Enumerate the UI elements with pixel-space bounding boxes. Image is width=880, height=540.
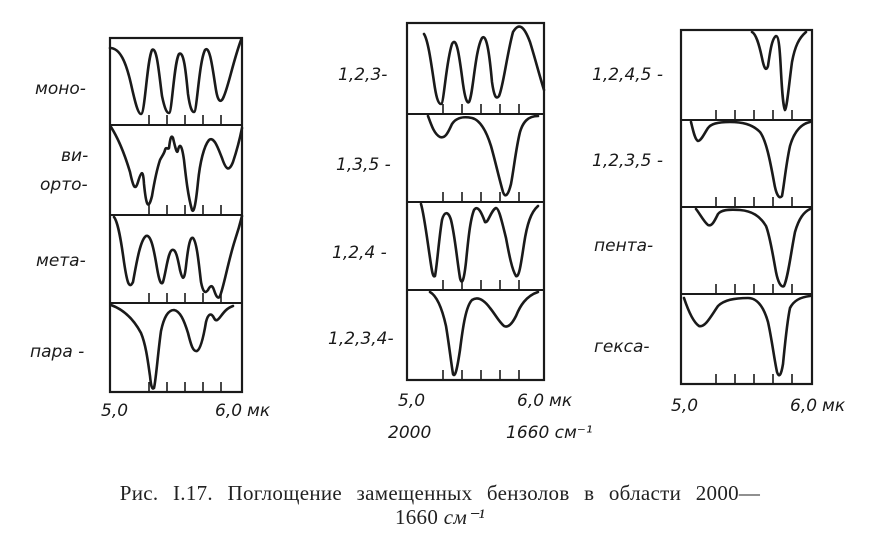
panel-1-ticks — [148, 115, 222, 392]
trace-1234 — [428, 290, 540, 377]
trace-para — [109, 303, 235, 390]
label-hexa: гекса- — [594, 337, 650, 357]
panel-3-x-start: 5,0 — [671, 396, 698, 416]
label-ortho: орто- — [40, 175, 88, 195]
panel-2-x-end: 6,0 — [517, 391, 544, 411]
label-1234: 1,2,3,4- — [328, 329, 394, 349]
caption-line-1: Рис. I.17. Поглощение замещенных бензоло… — [119, 481, 761, 505]
trace-124 — [419, 202, 540, 283]
panel-3-ticks — [715, 110, 793, 384]
trace-135 — [426, 114, 540, 197]
panel-1-x-start: 5,0 — [101, 401, 128, 421]
figure-caption: Рис. I.17. Поглощение замещенных бензоло… — [0, 481, 880, 506]
trace-mono — [108, 38, 243, 116]
label-vi: ви- — [61, 146, 88, 166]
panel-2-wavenumber-end: 1660 см⁻¹ — [506, 423, 593, 443]
panel-2: 1,2,3- 1,3,5 - 1,2,4 - 1,2,3,4- 5,0 6,0 … — [328, 21, 593, 443]
panel-2-ticks — [442, 104, 520, 380]
label-1235: 1,2,3,5 - — [592, 151, 663, 171]
panel-1-x-end: 6,0 — [215, 401, 242, 421]
caption-unit: см⁻¹ — [443, 505, 486, 529]
trace-1235 — [689, 120, 812, 199]
label-penta: пента- — [594, 236, 653, 256]
figure-caption-continued: 1660 см⁻¹ — [0, 505, 880, 530]
label-mono: моно- — [35, 79, 86, 99]
panel-2-wavenumber-start: 2000 — [388, 423, 431, 443]
label-124: 1,2,4 - — [332, 243, 387, 263]
panel-1: моно- ви- орто- мета- пара - 5,0 6,0 мк — [30, 36, 271, 421]
label-1245: 1,2,4,5 - — [592, 65, 663, 85]
panel-2-x-start: 5,0 — [398, 391, 425, 411]
label-123: 1,2,3- — [338, 65, 387, 85]
panel-3-x-end: 6,0 — [790, 396, 817, 416]
trace-meta — [112, 214, 244, 299]
trace-ortho — [109, 125, 244, 213]
trace-hexa — [682, 294, 812, 377]
label-meta: мета- — [36, 251, 86, 271]
trace-123 — [422, 25, 546, 106]
panel-3-x-unit: мк — [822, 396, 846, 416]
panel-2-x-unit: мк — [549, 391, 573, 411]
trace-penta — [694, 207, 812, 288]
caption-number: 1660 — [394, 505, 439, 529]
trace-1245 — [750, 30, 808, 112]
panel-1-x-unit: мк — [247, 401, 271, 421]
label-para: пара - — [30, 342, 84, 362]
label-135: 1,3,5 - — [336, 155, 391, 175]
panel-3: 1,2,4,5 - 1,2,3,5 - пента- гекса- 5,0 6,… — [592, 28, 846, 416]
